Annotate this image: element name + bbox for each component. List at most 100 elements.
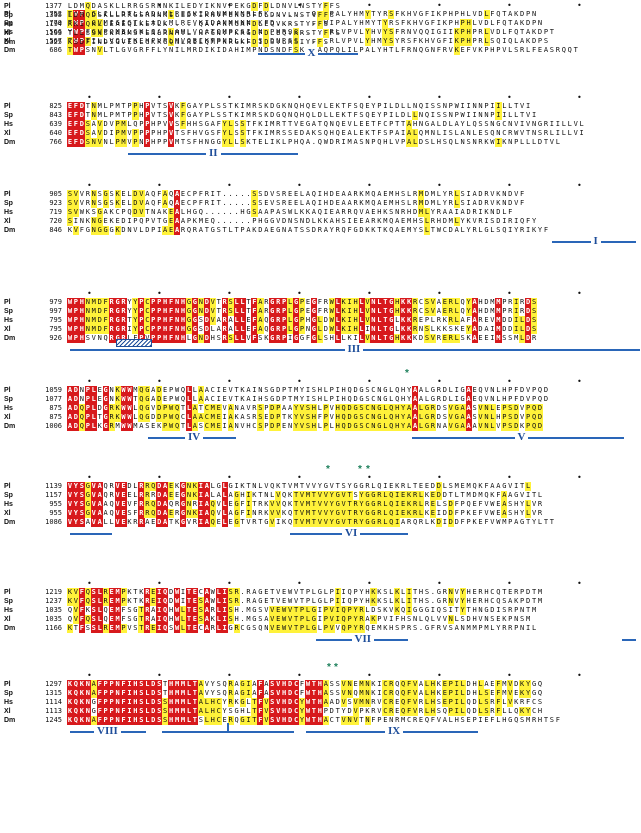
- residue: T: [501, 10, 507, 19]
- residue: L: [388, 102, 394, 111]
- residue: S: [293, 37, 299, 46]
- residue: R: [275, 129, 281, 138]
- residue: H: [466, 19, 472, 28]
- residue: I: [109, 19, 115, 28]
- residue: F: [347, 102, 353, 111]
- species-label: Xl: [4, 509, 26, 518]
- residue-start-number: 875: [36, 413, 62, 422]
- residue: H: [299, 102, 305, 111]
- residue: .: [317, 28, 323, 37]
- similar-residue-highlight: [90, 138, 97, 147]
- residue: S: [382, 129, 388, 138]
- residue: L: [525, 482, 531, 491]
- residue: T: [519, 111, 525, 120]
- position-marker-dot: •: [87, 289, 92, 298]
- residue: M: [228, 19, 234, 28]
- residue: A: [91, 129, 97, 138]
- residue: D: [79, 111, 85, 120]
- residue: V: [97, 46, 103, 55]
- residue: I: [198, 10, 204, 19]
- residue: L: [103, 102, 109, 111]
- residue: K: [365, 129, 371, 138]
- residue: A: [210, 120, 216, 129]
- similar-residue-highlight: [84, 120, 91, 129]
- residue: G: [91, 10, 97, 19]
- residue: .: [305, 37, 311, 46]
- residue: R: [180, 19, 186, 28]
- species-label: Pl: [4, 482, 26, 491]
- residue: Y: [347, 10, 353, 19]
- residue: M: [222, 28, 228, 37]
- residue: F: [257, 10, 263, 19]
- helix-label: IV: [185, 431, 204, 443]
- residue: D: [519, 10, 525, 19]
- residue: V: [412, 10, 418, 19]
- residue: V: [519, 102, 525, 111]
- residue: Y: [370, 102, 376, 111]
- sequence-row: Xl 1035 Q V F Q S L Q E M F S G T R A I Q H W L T E S A K L I S H. M G S A…: [0, 615, 641, 624]
- residue: H: [275, 28, 281, 37]
- residue: A: [507, 10, 513, 19]
- similar-residue-highlight: [364, 10, 371, 19]
- species-label: Pl: [4, 680, 26, 689]
- similar-residue-highlight: [72, 190, 80, 199]
- residue: I: [269, 138, 275, 147]
- residue: S: [531, 307, 537, 316]
- residue: I: [495, 111, 501, 120]
- similar-residue-highlight: [239, 129, 246, 138]
- sequence-row: Hs 719 S V W K S G A K C P Q D V T N A K E A L H G Q...... H G S A A P…: [0, 208, 641, 217]
- residue: S: [537, 129, 543, 138]
- residue: L: [97, 10, 103, 19]
- residue: H: [454, 19, 460, 28]
- residue: P: [204, 111, 210, 120]
- residue: K: [275, 138, 281, 147]
- residue: L: [359, 28, 365, 37]
- residue: V: [73, 190, 79, 199]
- residue: .: [311, 19, 317, 28]
- residue: V: [109, 120, 115, 129]
- residue: N: [240, 19, 246, 28]
- residue: D: [222, 46, 228, 55]
- sequence-row: Sp 1157 V Y S G V A Q R V E E L R R R D A E E G N K I A L A L A G H I K T N…: [0, 491, 641, 500]
- residue: N: [507, 120, 513, 129]
- residue: F: [287, 46, 293, 55]
- residue: S: [234, 120, 240, 129]
- similar-residue-highlight: [67, 46, 74, 55]
- residue: R: [335, 138, 341, 147]
- residue-start-number: 1035: [36, 615, 62, 624]
- species-label: Sp: [4, 11, 26, 20]
- residue: N: [460, 138, 466, 147]
- residue: S: [466, 138, 472, 147]
- residue: F: [412, 37, 418, 46]
- residue: L: [210, 102, 216, 111]
- identical-residue-highlight: [144, 120, 151, 129]
- residue: F: [73, 120, 79, 129]
- similar-residue-highlight: [483, 37, 490, 46]
- species-label: Hs: [4, 404, 26, 413]
- residue: L: [448, 120, 454, 129]
- species-label: Sp: [4, 491, 26, 500]
- residue: B: [121, 28, 127, 37]
- residue: L: [228, 138, 234, 147]
- residue: L: [454, 138, 460, 147]
- residue: K: [174, 102, 180, 111]
- residue: T: [341, 102, 347, 111]
- residue: E: [460, 46, 466, 55]
- similar-residue-highlight: [465, 28, 472, 37]
- residue: T: [394, 120, 400, 129]
- residue: .: [269, 10, 275, 19]
- species-label: Dm: [4, 138, 26, 147]
- residue: V: [341, 28, 347, 37]
- residue: V: [478, 19, 484, 28]
- residue: L: [359, 37, 365, 46]
- similar-residue-highlight: [96, 138, 103, 147]
- residue: W: [73, 19, 79, 28]
- residue: L: [228, 129, 234, 138]
- position-marker-dot: •: [367, 1, 372, 10]
- residue: D: [281, 46, 287, 55]
- residue: A: [305, 129, 311, 138]
- residue-start-number: 795: [36, 325, 62, 334]
- residue: K: [257, 19, 263, 28]
- residue: K: [513, 10, 519, 19]
- residue: S: [257, 111, 263, 120]
